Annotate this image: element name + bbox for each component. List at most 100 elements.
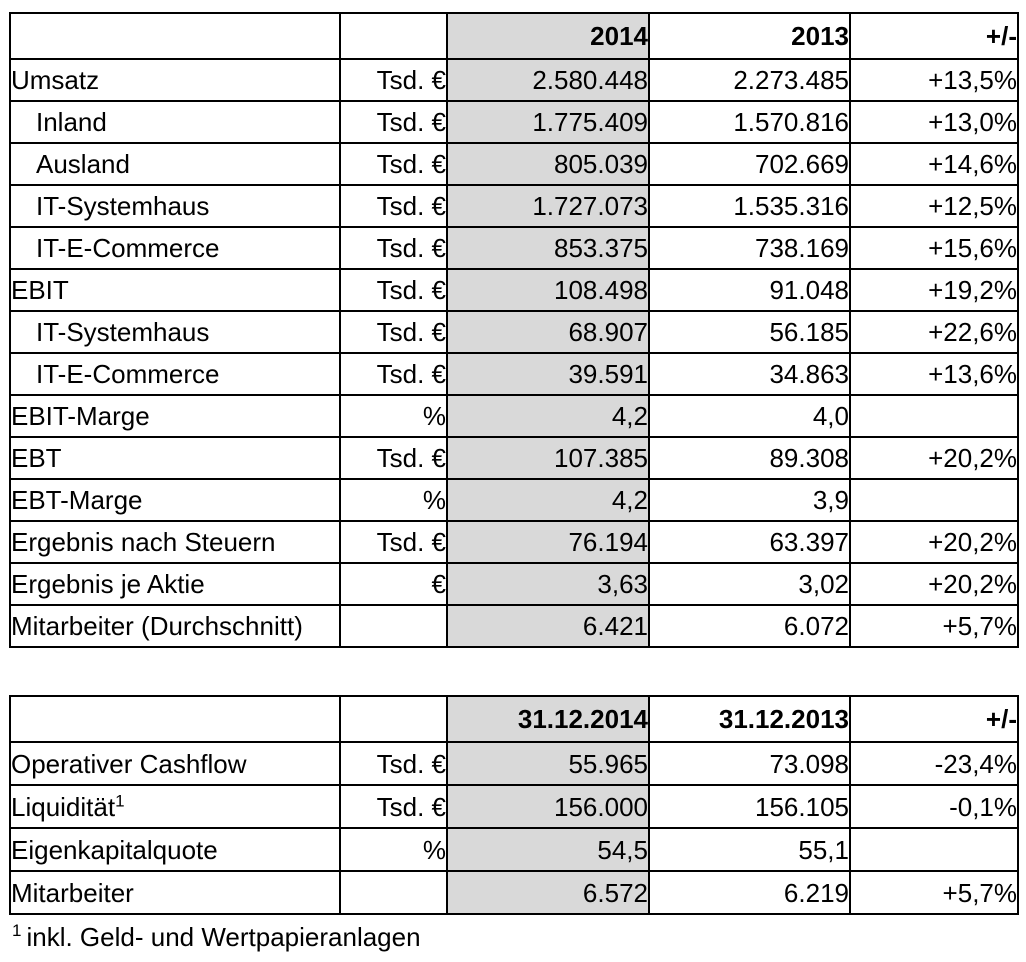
value-delta: +22,6% <box>849 310 1019 354</box>
value-2013: 4,0 <box>648 394 851 438</box>
value-2013: 156.105 <box>648 784 851 829</box>
header-unit-cell <box>339 695 448 743</box>
value-delta <box>849 827 1019 872</box>
row-label: Liquidität1 <box>9 784 341 829</box>
value-delta: -0,1% <box>849 784 1019 829</box>
value-delta: +13,0% <box>849 100 1019 144</box>
table-row-ausland: Ausland Tsd. € 805.039 702.669 +14,6% <box>9 142 1019 186</box>
value-2013: 63.397 <box>648 520 851 564</box>
row-label: IT-E-Commerce <box>9 226 341 270</box>
row-unit: Tsd. € <box>339 310 448 354</box>
row-unit: Tsd. € <box>339 142 448 186</box>
table-row-mitarbeiter-durchschnitt: Mitarbeiter (Durchschnitt) 6.421 6.072 +… <box>9 604 1019 648</box>
table-header-row: 31.12.2014 31.12.2013 +/- <box>9 695 1019 743</box>
value-2013: 73.098 <box>648 741 851 786</box>
key-figures-page: 2014 2013 +/- Umsatz Tsd. € 2.580.448 2.… <box>9 12 1019 953</box>
value-2014: 54,5 <box>446 827 650 872</box>
row-unit: Tsd. € <box>339 352 448 396</box>
value-2014: 55.965 <box>446 741 650 786</box>
header-date-2013: 31.12.2013 <box>648 695 851 743</box>
table-row-ebit: EBIT Tsd. € 108.498 91.048 +19,2% <box>9 268 1019 312</box>
header-label-cell <box>9 695 341 743</box>
footnote-text: inkl. Geld- und Wertpapieranlagen <box>26 922 421 952</box>
header-unit-cell <box>339 12 448 60</box>
value-2013: 56.185 <box>648 310 851 354</box>
value-2013: 1.570.816 <box>648 100 851 144</box>
value-2014: 2.580.448 <box>446 58 650 102</box>
row-unit: % <box>339 478 448 522</box>
row-label: EBIT <box>9 268 341 312</box>
row-label: Eigenkapitalquote <box>9 827 341 872</box>
table-row-mitarbeiter: Mitarbeiter 6.572 6.219 +5,7% <box>9 870 1019 915</box>
value-2013: 2.273.485 <box>648 58 851 102</box>
table-row-ergebnis-je-aktie: Ergebnis je Aktie € 3,63 3,02 +20,2% <box>9 562 1019 606</box>
value-delta: +5,7% <box>849 604 1019 648</box>
table-row-it-systemhaus-umsatz: IT-Systemhaus Tsd. € 1.727.073 1.535.316… <box>9 184 1019 228</box>
table-row-ebt-marge: EBT-Marge % 4,2 3,9 <box>9 478 1019 522</box>
value-2013: 702.669 <box>648 142 851 186</box>
value-delta <box>849 478 1019 522</box>
value-2014: 6.572 <box>446 870 650 915</box>
row-unit: Tsd. € <box>339 741 448 786</box>
header-year-2013: 2013 <box>648 12 851 60</box>
value-2014: 39.591 <box>446 352 650 396</box>
footnote: 1 inkl. Geld- und Wertpapieranlagen <box>12 922 1017 953</box>
row-label: Inland <box>9 100 341 144</box>
row-unit: Tsd. € <box>339 184 448 228</box>
row-label: EBT-Marge <box>9 478 341 522</box>
row-label: IT-E-Commerce <box>9 352 341 396</box>
value-2013: 89.308 <box>648 436 851 480</box>
value-2014: 853.375 <box>446 226 650 270</box>
value-2014: 156.000 <box>446 784 650 829</box>
value-2013: 738.169 <box>648 226 851 270</box>
value-delta: +20,2% <box>849 520 1019 564</box>
table-row-it-systemhaus-ebit: IT-Systemhaus Tsd. € 68.907 56.185 +22,6… <box>9 310 1019 354</box>
value-delta: +13,5% <box>849 58 1019 102</box>
balance-date-key-figures-table: 31.12.2014 31.12.2013 +/- Operativer Cas… <box>9 695 1019 915</box>
table-row-ergebnis-nach-steuern: Ergebnis nach Steuern Tsd. € 76.194 63.3… <box>9 520 1019 564</box>
value-2013: 34.863 <box>648 352 851 396</box>
row-label: Mitarbeiter (Durchschnitt) <box>9 604 341 648</box>
row-label: Umsatz <box>9 58 341 102</box>
row-unit: Tsd. € <box>339 784 448 829</box>
table-row-operativer-cashflow: Operativer Cashflow Tsd. € 55.965 73.098… <box>9 741 1019 786</box>
footnote-marker: 1 <box>12 921 22 941</box>
row-unit: Tsd. € <box>339 520 448 564</box>
row-label: EBIT-Marge <box>9 394 341 438</box>
value-delta: +13,6% <box>849 352 1019 396</box>
value-2013: 6.072 <box>648 604 851 648</box>
value-delta: +12,5% <box>849 184 1019 228</box>
row-label: Ergebnis nach Steuern <box>9 520 341 564</box>
value-delta: +20,2% <box>849 562 1019 606</box>
table-row-eigenkapitalquote: Eigenkapitalquote % 54,5 55,1 <box>9 827 1019 872</box>
table-row-liquiditaet: Liquidität1 Tsd. € 156.000 156.105 -0,1% <box>9 784 1019 829</box>
row-unit: Tsd. € <box>339 58 448 102</box>
value-2013: 3,02 <box>648 562 851 606</box>
value-2013: 1.535.316 <box>648 184 851 228</box>
table-spacer <box>9 648 1017 695</box>
table-header-row: 2014 2013 +/- <box>9 12 1019 60</box>
header-delta: +/- <box>849 12 1019 60</box>
table-row-ebit-marge: EBIT-Marge % 4,2 4,0 <box>9 394 1019 438</box>
header-delta: +/- <box>849 695 1019 743</box>
row-label: Operativer Cashflow <box>9 741 341 786</box>
row-unit <box>339 870 448 915</box>
row-label: IT-Systemhaus <box>9 184 341 228</box>
row-unit: Tsd. € <box>339 436 448 480</box>
row-unit <box>339 604 448 648</box>
value-2014: 805.039 <box>446 142 650 186</box>
header-year-2014: 2014 <box>446 12 650 60</box>
value-delta: +5,7% <box>849 870 1019 915</box>
row-label-text: Liquidität <box>11 791 116 822</box>
table-row-ebt: EBT Tsd. € 107.385 89.308 +20,2% <box>9 436 1019 480</box>
value-2014: 1.727.073 <box>446 184 650 228</box>
value-delta <box>849 394 1019 438</box>
table-row-inland: Inland Tsd. € 1.775.409 1.570.816 +13,0% <box>9 100 1019 144</box>
header-date-2014: 31.12.2014 <box>446 695 650 743</box>
row-label: IT-Systemhaus <box>9 310 341 354</box>
row-unit: Tsd. € <box>339 100 448 144</box>
row-label: Ergebnis je Aktie <box>9 562 341 606</box>
value-delta: -23,4% <box>849 741 1019 786</box>
footnote-marker: 1 <box>115 790 125 810</box>
value-2013: 91.048 <box>648 268 851 312</box>
